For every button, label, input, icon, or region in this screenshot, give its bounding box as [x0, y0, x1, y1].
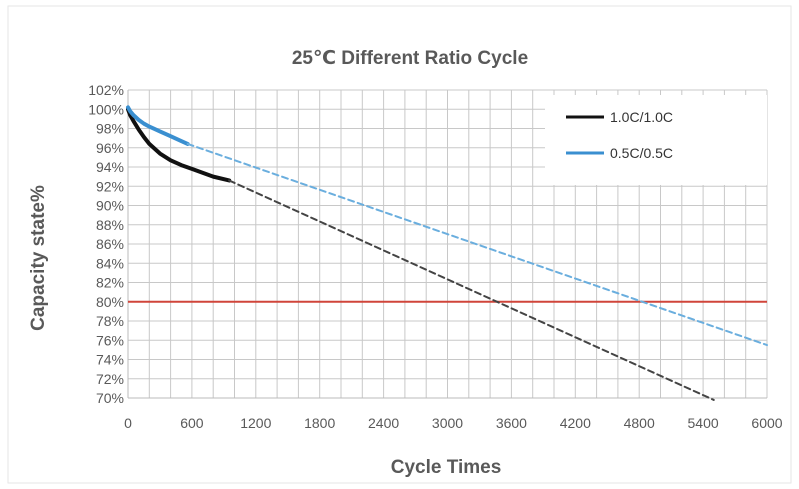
- x-tick-label: 2400: [368, 415, 399, 431]
- tick-layer: 70% 72% 74% 76% 78% 80% 82% 84% 86% 88% 90% 92% 94% 9…: [88, 82, 783, 431]
- y-tick-label: 98%: [96, 121, 124, 137]
- y-tick-label: 84%: [96, 255, 124, 271]
- y-tick-label: 86%: [96, 236, 124, 252]
- x-tick-label: 4800: [624, 415, 655, 431]
- x-tick-label: 3000: [432, 415, 463, 431]
- x-axis-title: Cycle Times: [391, 457, 502, 478]
- legend-label-1: 1.0C/1.0C: [610, 109, 673, 125]
- legend-box: [545, 95, 767, 185]
- y-tick-label: 70%: [96, 390, 124, 406]
- y-tick-label: 76%: [96, 332, 124, 348]
- x-tick-label: 0: [124, 415, 132, 431]
- y-tick-label: 90%: [96, 198, 124, 214]
- y-tick-label: 82%: [96, 275, 124, 291]
- y-tick-label: 88%: [96, 217, 124, 233]
- x-tick-label: 600: [180, 415, 204, 431]
- legend-label-2: 0.5C/0.5C: [610, 145, 673, 161]
- y-tick-label: 92%: [96, 178, 124, 194]
- series-line-3: [126, 105, 190, 146]
- y-tick-label: 80%: [96, 294, 124, 310]
- y-tick-label: 78%: [96, 313, 124, 329]
- y-tick-label: 102%: [88, 82, 124, 98]
- series-layer: [126, 105, 768, 401]
- y-tick-label: 94%: [96, 159, 124, 175]
- y-tick-label: 72%: [96, 371, 124, 387]
- x-tick-label: 3600: [496, 415, 527, 431]
- x-tick-label: 5400: [688, 415, 719, 431]
- y-tick-label: 74%: [96, 352, 124, 368]
- series-line-4: [186, 142, 768, 347]
- series-line-2: [228, 179, 715, 401]
- y-axis-title: Capacity state%: [28, 185, 49, 331]
- x-tick-label: 4200: [560, 415, 591, 431]
- y-tick-label: 96%: [96, 140, 124, 156]
- x-tick-label: 1200: [240, 415, 271, 431]
- x-tick-label: 6000: [751, 415, 782, 431]
- y-tick-label: 100%: [88, 101, 124, 117]
- legend: 1.0C/1.0C 0.5C/0.5C: [545, 95, 767, 185]
- series-line-1: [126, 107, 232, 183]
- grid-layer: [127, 89, 768, 399]
- chart-title: 25℃ Different Ratio Cycle: [292, 48, 528, 69]
- x-tick-label: 1800: [304, 415, 335, 431]
